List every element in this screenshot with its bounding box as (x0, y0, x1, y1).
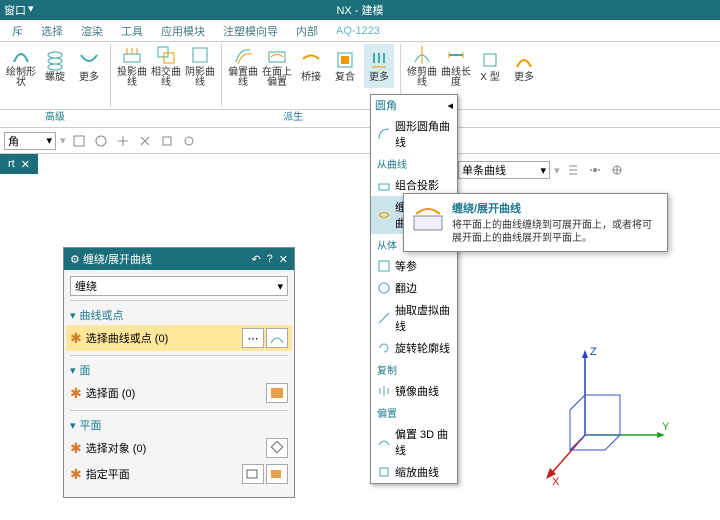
dd-item-round[interactable]: 圆形圆角曲线 (371, 115, 457, 153)
tb2-b4[interactable] (136, 132, 154, 150)
more-dropdown: 圆角◂ 圆形圆角曲线 从曲线 组合投影 缠绕/展开曲线 从体 等参 翻边 抽取虚… (370, 94, 458, 484)
svg-text:Y: Y (662, 421, 670, 433)
ricon-offset[interactable]: 偏置曲线 (228, 44, 258, 88)
dialog-panel: ⚙ 缠绕/展开曲线 ↶? ✕ 缠绕▾ ▾ 曲线或点 ✱选择曲线或点 (0) ⋯ ▾… (63, 247, 295, 498)
dd-item-iso[interactable]: 等参 (371, 255, 457, 277)
titlebar-win[interactable]: 窗口 (4, 2, 26, 18)
tooltip-desc: 将平面上的曲线缠绕到可展开面上，或者将可展开面上的曲线展开到平面上。 (452, 219, 661, 245)
close-icon[interactable]: ✕ (21, 158, 30, 171)
ricon-shadow[interactable]: 阴影曲线 (185, 44, 215, 88)
tb2-b2[interactable] (92, 132, 110, 150)
filter-combo[interactable]: 单条曲线▾ (458, 161, 550, 179)
dd-item-extract[interactable]: 抽取虚拟曲线 (371, 299, 457, 337)
tb2-b3[interactable] (114, 132, 132, 150)
sect-hdr-2[interactable]: ▾ 面 (70, 360, 288, 380)
row-select-curve[interactable]: ✱选择曲线或点 (0) ⋯ (66, 325, 292, 351)
ricon-inter[interactable]: 相交曲线 (151, 44, 181, 88)
ricon-xform[interactable]: X 型 (475, 44, 505, 88)
dropdown-arrow[interactable]: ▾ (28, 2, 34, 18)
undo-icon[interactable]: ↶ (251, 253, 260, 266)
svg-text:X: X (552, 476, 560, 488)
btn-plane2[interactable] (266, 464, 288, 484)
tooltip-title: 缠绕/展开曲线 (452, 200, 661, 216)
row-select-face[interactable]: ✱选择面 (0) (70, 380, 288, 406)
dd-item-rotate[interactable]: 旋转轮廓线 (371, 337, 457, 359)
tab-rt[interactable]: rt ✕ (0, 154, 38, 174)
toolbar2: 角▾ ▾ (0, 128, 720, 154)
filterbar: 单条曲线▾ ▾ (458, 159, 626, 181)
coord-axes[interactable]: Z Y X (530, 340, 680, 490)
menu-5[interactable]: 注塑模向导 (215, 21, 286, 41)
fb-b3[interactable] (608, 161, 626, 179)
menu-6[interactable]: 内部 (288, 21, 326, 41)
dd-item-offset3d[interactable]: 偏置 3D 曲线 (371, 423, 457, 461)
help-icon[interactable]: ? (267, 253, 273, 266)
panel-combo[interactable]: 缠绕▾ (70, 276, 288, 296)
tb2-b6[interactable] (180, 132, 198, 150)
menu-2[interactable]: 渲染 (73, 21, 111, 41)
menu-3[interactable]: 工具 (113, 21, 151, 41)
btn-face-icon[interactable] (266, 383, 288, 403)
dd-item-mirror[interactable]: 镜像曲线 (371, 380, 457, 402)
menu-0[interactable]: 斥 (4, 21, 31, 41)
dd-hdr-copy: 复制 (371, 359, 457, 380)
dd-top: 圆角 (375, 97, 397, 113)
row-spec-plane[interactable]: ✱指定平面 (70, 461, 288, 487)
row-select-obj[interactable]: ✱选择对象 (0) (70, 435, 288, 461)
ribbon: 绘制形状 螺旋 更多 高级 投影曲线 相交曲线 阴影曲线 偏置曲线 在面上偏置 … (0, 42, 720, 110)
dd-item-scale[interactable]: 缩放曲线 (371, 461, 457, 483)
ricon-onface[interactable]: 在面上偏置 (262, 44, 292, 88)
dd-hdr-curve: 从曲线 (371, 153, 457, 174)
close-icon[interactable]: ✕ (279, 253, 288, 266)
ricon-more2[interactable]: 更多 (364, 44, 394, 88)
ricon-more3[interactable]: 更多 (509, 44, 539, 88)
ricon-helix[interactable]: 螺旋 (40, 44, 70, 88)
dd-pin-icon[interactable]: ◂ (447, 99, 453, 112)
fb-b2[interactable] (586, 161, 604, 179)
tb2-b5[interactable] (158, 132, 176, 150)
menu-1[interactable]: 选择 (33, 21, 71, 41)
dd-item-flange[interactable]: 翻边 (371, 277, 457, 299)
menubar: 斥 选择 渲染 工具 应用模块 注塑模向导 内部 AQ-1223 (0, 20, 720, 42)
sect-hdr-1[interactable]: ▾ 曲线或点 (70, 305, 288, 325)
ricon-bridge[interactable]: 桥接 (296, 44, 326, 88)
btn-obj-icon[interactable] (266, 438, 288, 458)
btn-curve-icon[interactable] (266, 328, 288, 348)
btn-dots[interactable]: ⋯ (242, 328, 264, 348)
sect-hdr-3[interactable]: ▾ 平面 (70, 415, 288, 435)
ricon-more1[interactable]: 更多 (74, 44, 104, 88)
tb2-b1[interactable] (70, 132, 88, 150)
ricon-comp[interactable]: 复合 (330, 44, 360, 88)
ricon-trim[interactable]: 修剪曲线 (407, 44, 437, 88)
ricon-length[interactable]: 曲线长度 (441, 44, 471, 88)
tb2-combo[interactable]: 角▾ (4, 132, 56, 150)
menu-7[interactable]: AQ-1223 (328, 23, 388, 39)
menu-4[interactable]: 应用模块 (153, 21, 213, 41)
ricon-draw[interactable]: 绘制形状 (6, 44, 36, 88)
gear-icon: ⚙ (70, 254, 80, 266)
svg-text:Z: Z (590, 346, 597, 358)
fb-b1[interactable] (564, 161, 582, 179)
tooltip: 缠绕/展开曲线将平面上的曲线缠绕到可展开面上，或者将可展开面上的曲线展开到平面上… (403, 193, 668, 252)
ricon-proj[interactable]: 投影曲线 (117, 44, 147, 88)
panel-title: 缠绕/展开曲线 (83, 254, 152, 266)
titlebar: 窗口▾ NX - 建模 (0, 0, 720, 20)
dd-hdr-offset: 偏置 (371, 402, 457, 423)
app-title: NX - 建模 (336, 2, 383, 18)
btn-plane1[interactable] (242, 464, 264, 484)
